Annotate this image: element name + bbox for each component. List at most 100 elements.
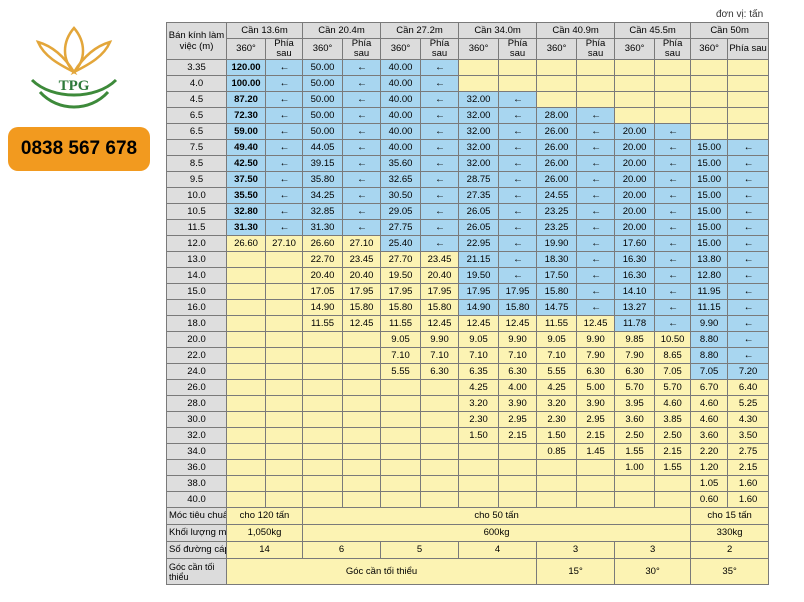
capacity-cell: 44.05 bbox=[302, 139, 344, 156]
capacity-cell bbox=[264, 331, 304, 348]
same-as-360-arrow: ← bbox=[727, 251, 770, 268]
capacity-cell: 15.00 bbox=[690, 171, 729, 188]
capacity-cell: 3.50 bbox=[727, 427, 770, 444]
capacity-cell: 32.00 bbox=[458, 91, 500, 108]
capacity-cell bbox=[342, 491, 382, 508]
capacity-cell: 11.55 bbox=[380, 315, 422, 332]
capacity-cell: 20.00 bbox=[614, 155, 656, 172]
capacity-cell: 8.80 bbox=[690, 347, 729, 364]
capacity-cell bbox=[420, 475, 460, 492]
capacity-cell: 40.00 bbox=[380, 59, 422, 76]
capacity-cell: 9.85 bbox=[614, 331, 656, 348]
capacity-cell: 2.15 bbox=[727, 459, 770, 476]
capacity-cell: 2.30 bbox=[536, 411, 578, 428]
sub-header-rear: Phía sau bbox=[420, 38, 460, 60]
capacity-cell: 3.20 bbox=[536, 395, 578, 412]
same-as-360-arrow: ← bbox=[420, 123, 460, 140]
table-row: 18.0 11.55 12.45 11.55 12.45 12.45 12.45 11.55 1… bbox=[166, 315, 770, 332]
same-as-360-arrow: ← bbox=[342, 187, 382, 204]
capacity-cell: 16.30 bbox=[614, 267, 656, 284]
same-as-360-arrow: ← bbox=[420, 171, 460, 188]
capacity-cell bbox=[498, 459, 538, 476]
capacity-cell: 7.20 bbox=[727, 363, 770, 380]
same-as-360-arrow: ← bbox=[727, 347, 770, 364]
capacity-cell: 5.00 bbox=[576, 379, 616, 396]
phone-number[interactable]: 0838 567 678 bbox=[8, 127, 150, 171]
capacity-cell bbox=[342, 459, 382, 476]
table-row: 12.0 26.60 27.10 26.60 27.10 25.40 ← 22.95 ← 19.9… bbox=[166, 235, 770, 252]
capacity-cell bbox=[536, 475, 578, 492]
capacity-cell bbox=[536, 491, 578, 508]
same-as-360-arrow: ← bbox=[264, 139, 304, 156]
radius-cell: 16.0 bbox=[166, 299, 227, 316]
capacity-cell: 9.90 bbox=[576, 331, 616, 348]
capacity-cell bbox=[614, 91, 656, 108]
radius-cell: 13.0 bbox=[166, 251, 227, 268]
capacity-cell: 3.20 bbox=[458, 395, 500, 412]
capacity-cell: 4.60 bbox=[654, 395, 692, 412]
capacity-cell bbox=[342, 475, 382, 492]
radius-cell: 30.0 bbox=[166, 411, 227, 428]
capacity-cell bbox=[302, 347, 344, 364]
capacity-cell bbox=[498, 475, 538, 492]
radius-cell: 24.0 bbox=[166, 363, 227, 380]
capacity-cell bbox=[226, 475, 266, 492]
same-as-360-arrow: ← bbox=[498, 123, 538, 140]
capacity-cell: 20.40 bbox=[342, 267, 382, 284]
capacity-cell: 2.75 bbox=[727, 443, 770, 460]
capacity-cell bbox=[690, 75, 729, 92]
capacity-cell: 42.50 bbox=[226, 155, 266, 172]
capacity-cell: 14.90 bbox=[302, 299, 344, 316]
capacity-cell bbox=[498, 491, 538, 508]
cable-label: Số đường cáp bbox=[166, 541, 227, 559]
capacity-cell: 24.55 bbox=[536, 187, 578, 204]
capacity-cell: 15.00 bbox=[690, 139, 729, 156]
capacity-cell: 26.05 bbox=[458, 203, 500, 220]
same-as-360-arrow: ← bbox=[727, 171, 770, 188]
capacity-cell bbox=[264, 395, 304, 412]
sub-header-360: 360° bbox=[614, 38, 656, 60]
capacity-cell: 27.35 bbox=[458, 187, 500, 204]
capacity-cell: 2.20 bbox=[690, 443, 729, 460]
capacity-cell bbox=[342, 363, 382, 380]
boom-header: Cần 50m bbox=[690, 22, 770, 39]
capacity-cell bbox=[226, 411, 266, 428]
capacity-cell bbox=[380, 427, 422, 444]
capacity-cell: 12.45 bbox=[458, 315, 500, 332]
capacity-cell bbox=[264, 411, 304, 428]
same-as-360-arrow: ← bbox=[342, 75, 382, 92]
capacity-cell bbox=[614, 475, 656, 492]
table-row: 4.5 87.20 ← 50.00 ← 40.00 ← 32.00 ← bbox=[166, 91, 770, 108]
capacity-cell: 3.60 bbox=[614, 411, 656, 428]
cable-value: 2 bbox=[690, 541, 770, 559]
capacity-cell: 15.80 bbox=[498, 299, 538, 316]
capacity-cell: 7.10 bbox=[536, 347, 578, 364]
same-as-360-arrow: ← bbox=[498, 107, 538, 124]
capacity-cell bbox=[226, 347, 266, 364]
sub-header-360: 360° bbox=[536, 38, 578, 60]
capacity-cell: 15.00 bbox=[690, 219, 729, 236]
capacity-cell: 100.00 bbox=[226, 75, 266, 92]
capacity-cell bbox=[226, 299, 266, 316]
weight-value: 330kg bbox=[690, 524, 770, 542]
capacity-cell: 10.50 bbox=[654, 331, 692, 348]
capacity-cell: 29.05 bbox=[380, 203, 422, 220]
capacity-cell: 17.95 bbox=[498, 283, 538, 300]
capacity-cell bbox=[498, 59, 538, 76]
capacity-cell bbox=[458, 443, 500, 460]
table-row: 38.0 1.05 1.60 bbox=[166, 475, 770, 492]
sub-header-360: 360° bbox=[380, 38, 422, 60]
weight-value: 600kg bbox=[302, 524, 692, 542]
capacity-cell: 22.95 bbox=[458, 235, 500, 252]
capacity-cell bbox=[380, 443, 422, 460]
capacity-cell bbox=[727, 59, 770, 76]
logo-text: TPG bbox=[59, 78, 90, 94]
capacity-cell bbox=[420, 427, 460, 444]
same-as-360-arrow: ← bbox=[264, 91, 304, 108]
capacity-cell: 59.00 bbox=[226, 123, 266, 140]
same-as-360-arrow: ← bbox=[727, 267, 770, 284]
capacity-cell bbox=[264, 315, 304, 332]
table-row: 8.5 42.50 ← 39.15 ← 35.60 ← 32.00 ← 26.00 ← 20.00 ← 1… bbox=[166, 155, 770, 172]
table-row: 15.0 17.05 17.95 17.95 17.95 17.95 17.95 15.80 ←… bbox=[166, 283, 770, 300]
same-as-360-arrow: ← bbox=[727, 299, 770, 316]
